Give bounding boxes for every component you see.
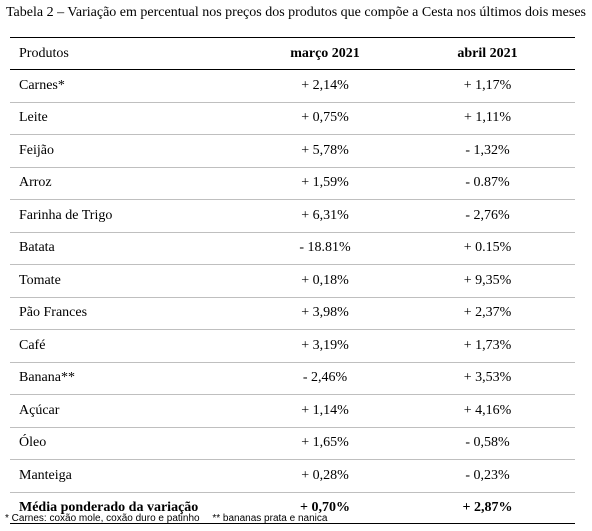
row-abril-2021: + 1,17% [400,69,575,103]
table-row: Pão Frances + 3,98% + 2,37% [10,297,575,330]
table-row: Café + 3,19% + 1,73% [10,329,575,363]
row-produto: Óleo [10,427,250,460]
row-marco-2021: - 18.81% [250,232,400,265]
row-produto: Feijão [10,134,250,168]
row-marco-2021: - 2,46% [250,362,400,395]
summary-marco: + 0,70% [250,491,400,524]
footnotes: * Carnes: coxão mole, coxão duro e patin… [5,513,337,525]
row-produto: Carnes* [10,69,250,103]
row-abril-2021: - 1,32% [400,134,575,168]
row-marco-2021: + 0,75% [250,102,400,135]
row-abril-2021: + 2,37% [400,297,575,330]
row-produto: Banana** [10,362,250,395]
row-abril-2021: + 9,35% [400,264,575,298]
row-produto: Manteiga [10,459,250,493]
row-marco-2021: + 1,59% [250,167,400,200]
table-row: Arroz + 1,59% - 0.87% [10,167,575,200]
table-row: Feijão + 5,78% - 1,32% [10,134,575,168]
table-caption: Tabela 2 – Variação em percentual nos pr… [5,5,586,20]
row-abril-2021: + 4,16% [400,394,575,428]
row-produto: Farinha de Trigo [10,199,250,233]
footnote-bananas: ** bananas prata e nanica [212,513,328,524]
row-abril-2021: - 0.87% [400,167,575,200]
row-abril-2021: + 3,53% [400,362,575,395]
row-marco-2021: + 1,14% [250,394,400,428]
table-row: Leite + 0,75% + 1,11% [10,102,575,135]
row-produto: Arroz [10,167,250,200]
table-row: Óleo + 1,65% - 0,58% [10,427,575,460]
header-abril-2021: abril 2021 [400,37,575,70]
row-produto: Café [10,329,250,363]
row-abril-2021: + 0.15% [400,232,575,265]
header-produtos: Produtos [10,37,250,70]
row-marco-2021: + 0,18% [250,264,400,298]
row-abril-2021: - 0,23% [400,459,575,493]
table-row: Carnes* + 2,14% + 1,17% [10,69,575,103]
row-produto: Tomate [10,264,250,298]
summary-row: Média ponderado da variação + 0,70% + 2,… [10,491,575,524]
summary-abril: + 2,87% [400,491,575,524]
row-abril-2021: - 2,76% [400,199,575,233]
table-row: Açúcar + 1,14% + 4,16% [10,394,575,428]
row-produto: Leite [10,102,250,135]
row-abril-2021: + 1,73% [400,329,575,363]
footnote-carnes: * Carnes: coxão mole, coxão duro e patin… [5,513,200,524]
row-marco-2021: + 3,98% [250,297,400,330]
row-abril-2021: - 0,58% [400,427,575,460]
row-produto: Pão Frances [10,297,250,330]
row-marco-2021: + 3,19% [250,329,400,363]
row-marco-2021: + 5,78% [250,134,400,168]
table-row: Banana** - 2,46% + 3,53% [10,362,575,395]
row-produto: Batata [10,232,250,265]
row-marco-2021: + 2,14% [250,69,400,103]
table-row: Farinha de Trigo + 6,31% - 2,76% [10,199,575,233]
header-marco-2021: março 2021 [250,37,400,70]
row-marco-2021: + 6,31% [250,199,400,233]
table-row: Manteiga + 0,28% - 0,23% [10,459,575,493]
price-variation-table: Produtos março 2021 abril 2021 Carnes* + … [10,37,575,524]
row-abril-2021: + 1,11% [400,102,575,135]
summary-label: Média ponderado da variação [10,491,250,524]
table-header-row: Produtos março 2021 abril 2021 [10,37,575,70]
row-marco-2021: + 0,28% [250,459,400,493]
table-row: Tomate + 0,18% + 9,35% [10,264,575,298]
table-row: Batata - 18.81% + 0.15% [10,232,575,265]
row-marco-2021: + 1,65% [250,427,400,460]
row-produto: Açúcar [10,394,250,428]
